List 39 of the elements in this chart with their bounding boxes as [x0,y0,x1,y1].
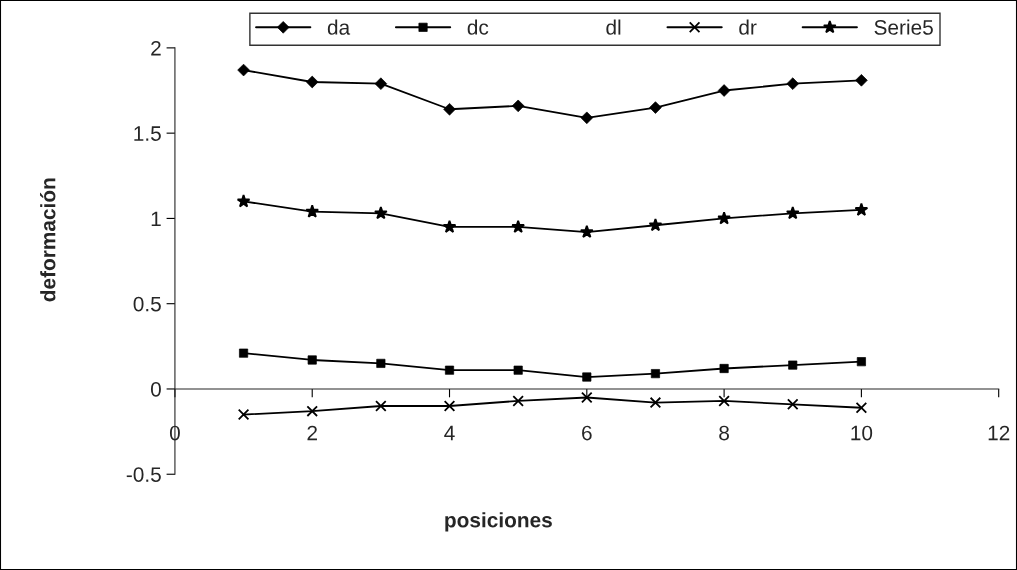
point [581,391,593,404]
point [443,400,456,412]
y-tick-label: 0.5 [133,296,161,312]
y-tick-label: 1.5 [134,126,161,141]
y-tick-label: 2 [151,40,161,56]
point [374,206,388,220]
legend-label: Serie5 [874,19,933,35]
x-tick-label: 12 [988,425,1010,441]
x-tick-label: 8 [719,425,729,441]
point [854,202,869,216]
x-tick-label: 4 [444,425,455,441]
point [648,218,663,232]
point [579,224,594,239]
point [649,396,662,409]
x-tick-label: 6 [582,425,592,441]
y-axis-title: deformación [39,178,56,302]
legend-label: dr [739,19,757,35]
point [236,194,251,208]
point [442,219,457,233]
y-tick-label: 0 [150,381,161,397]
x-tick-label: 2 [307,425,317,441]
point [511,219,526,233]
point [306,405,318,417]
point [785,206,800,220]
legend-label: dl [606,19,621,35]
point [718,395,730,407]
x-axis-title: posiciones [445,512,552,532]
point [717,211,731,225]
x-tick-label: 10 [851,425,873,441]
point [786,398,799,411]
point [855,401,868,414]
point [512,395,524,407]
point [375,400,387,412]
legend-label: dc [467,19,489,35]
point [237,408,250,421]
y-tick-label: 1 [151,211,161,226]
legend-label: da [327,19,351,35]
point [305,204,320,218]
y-tick-label: -0.5 [126,467,161,482]
